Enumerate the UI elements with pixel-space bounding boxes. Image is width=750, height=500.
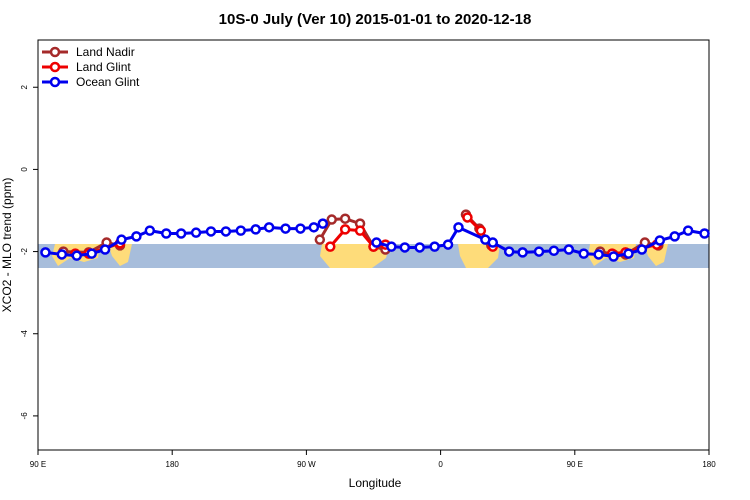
data-point: [131, 231, 142, 242]
x-tick-label: 90 W: [297, 460, 316, 469]
data-point: [386, 241, 397, 252]
legend-marker: [49, 76, 61, 88]
legend-marker: [49, 61, 61, 73]
data-point: [442, 239, 454, 250]
data-point: [325, 241, 336, 252]
legend-label: Land Nadir: [76, 45, 135, 59]
data-point: [682, 225, 694, 236]
data-point: [371, 237, 382, 248]
data-point: [636, 244, 648, 255]
data-point: [399, 242, 411, 253]
legend-label: Land Glint: [76, 60, 131, 74]
x-tick-label: 0: [438, 460, 443, 469]
data-point: [326, 214, 337, 225]
legend-label: Ocean Glint: [76, 75, 140, 89]
data-point: [475, 225, 487, 236]
data-point: [669, 231, 680, 242]
x-tick-label: 180: [702, 460, 716, 469]
plot-frame: [37, 39, 710, 451]
data-point: [220, 226, 232, 237]
y-tick-label: 2: [20, 84, 29, 89]
data-point: [414, 242, 425, 253]
data-point: [250, 224, 261, 235]
y-axis-label: XCO2 - MLO trend (ppm): [0, 178, 14, 313]
data-point: [533, 246, 545, 257]
x-tick-label: 90 E: [30, 460, 46, 469]
chart-title: 10S-0 July (Ver 10) 2015-01-01 to 2020-1…: [219, 11, 532, 28]
data-point: [593, 249, 604, 260]
data-point: [462, 212, 473, 223]
data-point: [563, 244, 575, 255]
data-point: [314, 234, 326, 245]
data-point: [56, 249, 68, 260]
data-point: [317, 218, 329, 229]
data-point: [40, 247, 51, 258]
y-tick-label: 0: [20, 167, 29, 172]
data-point: [487, 237, 499, 248]
data-point: [339, 213, 351, 224]
data-point: [623, 248, 634, 259]
data-point: [71, 250, 83, 261]
data-point: [608, 251, 619, 262]
data-point: [175, 228, 187, 239]
data-point: [453, 222, 464, 233]
data-point: [578, 248, 589, 259]
data-point: [160, 228, 172, 239]
y-tick-label: -6: [20, 412, 29, 420]
data-point: [263, 222, 275, 233]
data-point: [99, 244, 111, 255]
x-axis-label: Longitude: [349, 476, 402, 490]
data-point: [654, 235, 666, 246]
series-line: [63, 213, 659, 256]
data-point: [503, 246, 515, 257]
data-point: [116, 234, 127, 245]
data-point: [144, 225, 156, 236]
data-point: [308, 222, 320, 233]
x-tick-label: 180: [166, 460, 180, 469]
data-point: [548, 245, 560, 257]
data-point: [517, 247, 528, 258]
data-point: [190, 227, 202, 238]
data-point: [205, 226, 217, 237]
data-point: [339, 224, 351, 235]
data-point: [235, 225, 247, 236]
y-tick-label: -4: [20, 330, 29, 338]
data-point: [354, 225, 366, 236]
y-tick-label: -2: [20, 247, 29, 255]
data-point: [295, 223, 306, 234]
data-point: [429, 241, 440, 252]
data-point: [699, 228, 710, 239]
data-point: [280, 223, 291, 234]
x-tick-label: 90 E: [567, 460, 583, 469]
data-point: [86, 248, 97, 259]
legend-marker: [49, 46, 61, 58]
